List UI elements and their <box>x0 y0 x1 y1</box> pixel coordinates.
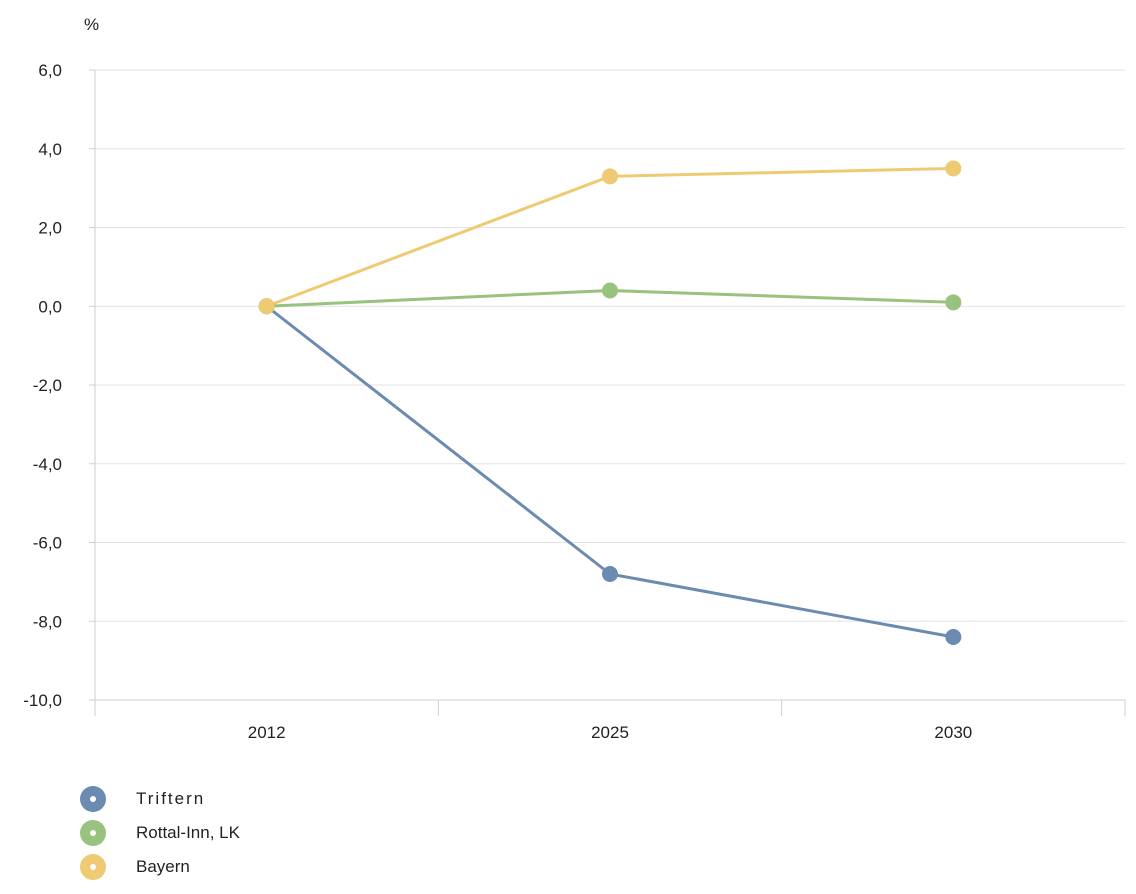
x-tick-label: 2025 <box>591 723 629 742</box>
y-tick-label: -6,0 <box>33 534 62 553</box>
legend-item-triftern[interactable]: Triftern <box>80 782 240 816</box>
axes <box>94 70 1126 716</box>
y-tick-labels: 6,0 4,0 2,0 0,0 -2,0 -4,0 -6,0 -8,0 -10,0 <box>23 61 62 710</box>
y-unit-label: % <box>84 15 99 34</box>
legend-marker-icon <box>80 786 106 812</box>
legend-marker-icon <box>80 854 106 880</box>
y-tick-label: 2,0 <box>38 219 62 238</box>
data-point[interactable] <box>602 168 618 185</box>
grid <box>89 69 1125 701</box>
y-tick-label: 4,0 <box>38 140 62 159</box>
data-point[interactable] <box>602 282 618 299</box>
legend-marker-icon <box>80 820 106 846</box>
x-tick-labels: 2012 2025 2030 <box>248 723 972 742</box>
series-line-0 <box>265 305 954 639</box>
data-point[interactable] <box>258 298 275 315</box>
data-point[interactable] <box>945 294 962 311</box>
y-tick-label: 6,0 <box>38 61 62 80</box>
series-group <box>258 160 962 645</box>
y-tick-label: -8,0 <box>33 612 62 631</box>
line-chart: % 6,0 4,0 2,0 0,0 -2,0 -4,0 -6,0 -8,0 -10,0 2012… <box>23 15 1126 742</box>
legend-item-rottal-inn[interactable]: Rottal-Inn, LK <box>80 816 240 850</box>
data-point[interactable] <box>602 566 618 582</box>
y-tick-label: -2,0 <box>33 376 62 395</box>
legend-label: Rottal-Inn, LK <box>136 823 240 842</box>
x-tick-label: 2012 <box>248 723 286 742</box>
legend-label: Bayern <box>136 857 190 876</box>
legend-label: Triftern <box>136 789 206 808</box>
data-point[interactable] <box>945 160 962 177</box>
legend-item-bayern[interactable]: Bayern <box>80 850 240 884</box>
data-point[interactable] <box>945 629 962 645</box>
y-tick-label: -4,0 <box>33 455 62 474</box>
y-tick-label: 0,0 <box>38 297 62 316</box>
x-tick-label: 2030 <box>934 723 972 742</box>
y-tick-label: -10,0 <box>23 691 62 710</box>
legend: Triftern Rottal-Inn, LK Bayern <box>80 782 240 884</box>
